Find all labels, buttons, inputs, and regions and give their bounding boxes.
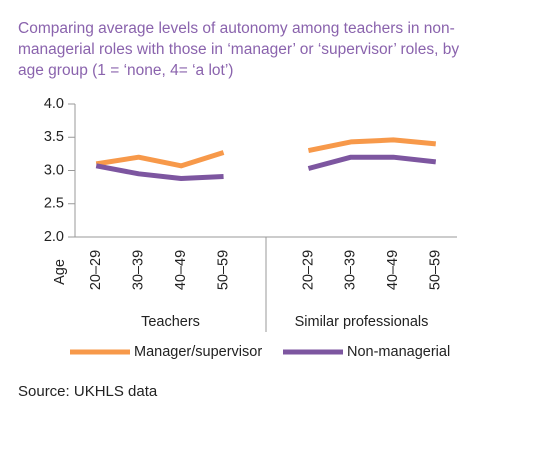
y-tick-label: 2.5 xyxy=(44,196,64,212)
source: Source: UKHLS data xyxy=(18,383,158,400)
x-tick-label: 50–59 xyxy=(215,250,231,290)
chart-title: Comparing average levels of autonomy amo… xyxy=(18,20,460,79)
group-label: Teachers xyxy=(141,314,200,330)
x-tick-label: 20–29 xyxy=(88,250,104,290)
x-tick-label: 40–49 xyxy=(385,250,401,290)
y-tick-label: 2.0 xyxy=(44,229,64,245)
x-tick-label: 30–39 xyxy=(130,250,146,290)
chart: Age 2.0 2.5 3.0 3.5 4.0 20–29 30–39 40–49 50–59 T… xyxy=(44,96,457,360)
legend-label: Manager/supervisor xyxy=(134,344,262,360)
series-line xyxy=(95,154,437,181)
x-tick-label: 40–49 xyxy=(173,250,189,290)
x-tick-label: 50–59 xyxy=(428,250,444,290)
y-tick-label: 4.0 xyxy=(44,96,64,112)
y-tick-label: 3.5 xyxy=(44,129,64,145)
x-tick-label: 30–39 xyxy=(343,250,359,290)
group-label: Similar professionals xyxy=(295,314,429,330)
x-tick-label: 20–29 xyxy=(300,250,316,290)
series-line xyxy=(95,137,437,169)
x-axis-label: Age xyxy=(52,259,68,285)
legend-label: Non-managerial xyxy=(347,344,450,360)
y-tick-label: 3.0 xyxy=(44,162,64,178)
